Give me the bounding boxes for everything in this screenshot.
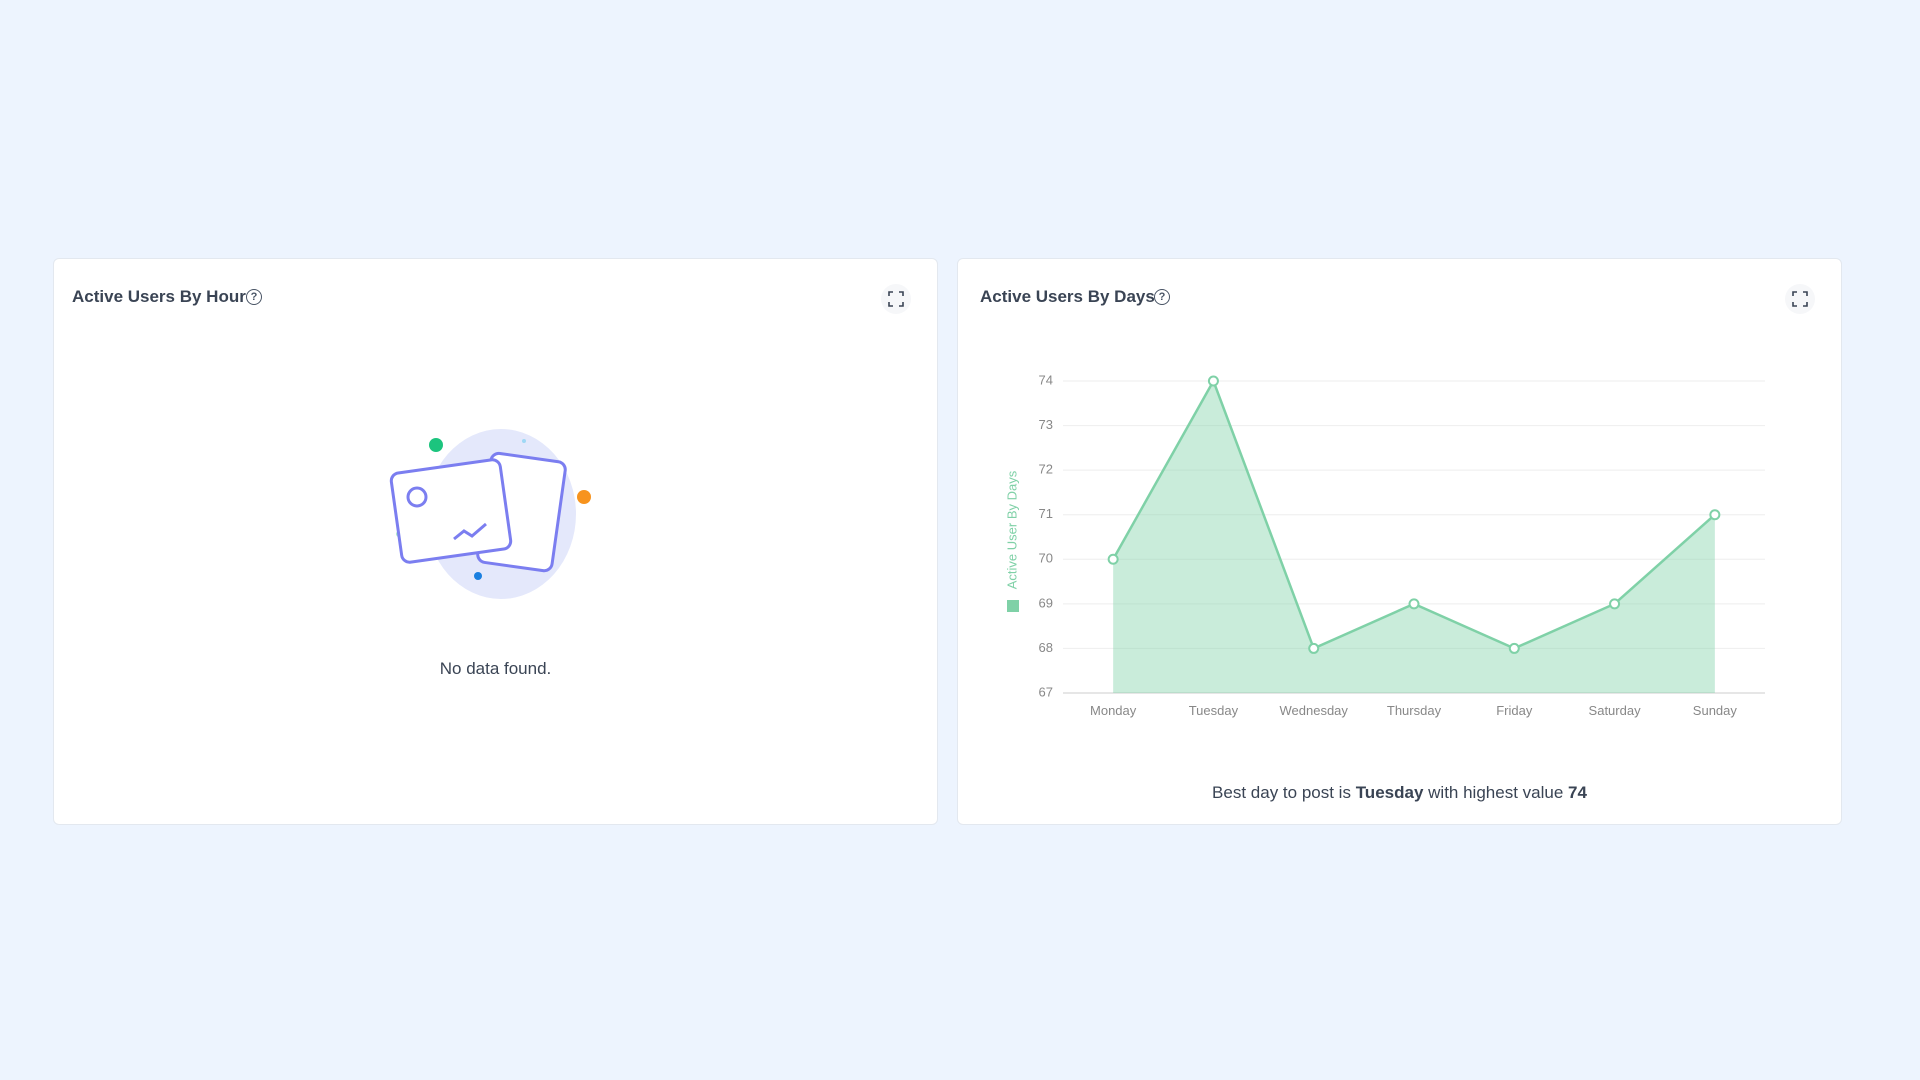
empty-message: No data found.	[439, 659, 552, 678]
help-icon[interactable]: ?	[1154, 289, 1170, 305]
summary-value: 74	[1568, 783, 1587, 802]
point	[1107, 553, 1119, 565]
help-icon[interactable]: ?	[246, 289, 262, 305]
summary-text: Best day to post is	[1212, 783, 1351, 802]
y-tick-label: 71	[1039, 506, 1053, 521]
y-tick-label: 68	[1039, 640, 1053, 655]
card: Active Users By Days ? Best day to post …	[957, 258, 1842, 825]
x-tick-label: Saturday	[1589, 703, 1642, 718]
x-tick-label: Sunday	[1693, 703, 1738, 718]
expand-button[interactable]	[881, 284, 911, 314]
legend-label: Active User By Days	[1004, 470, 1019, 589]
point	[1709, 509, 1721, 521]
point	[1308, 642, 1320, 654]
summary: Best day to post is Tuesday with highest…	[958, 783, 1841, 803]
y-tick-label: 72	[1039, 462, 1053, 477]
point	[1408, 598, 1420, 610]
point	[1508, 642, 1520, 654]
summary-day: Tuesday	[1355, 783, 1424, 802]
x-tick-label: Thursday	[1387, 703, 1442, 718]
empty-illustration	[389, 429, 591, 599]
legend-swatch	[1007, 600, 1019, 612]
y-tick-label: 67	[1039, 684, 1053, 699]
y-tick-label: 73	[1039, 417, 1053, 432]
card: Active Users By Hour ? No data found.	[53, 258, 938, 825]
x-tick-label: Tuesday	[1189, 703, 1239, 718]
point	[1207, 375, 1219, 387]
card-title: Active Users By Days	[980, 287, 1155, 306]
area	[1113, 381, 1715, 693]
card-title: Active Users By Hour	[72, 287, 246, 306]
summary-text: with highest value	[1428, 783, 1564, 802]
x-tick-label: Friday	[1496, 703, 1533, 718]
y-tick-label: 70	[1039, 551, 1053, 566]
point	[1609, 598, 1621, 610]
expand-button[interactable]	[1785, 284, 1815, 314]
x-tick-label: Monday	[1090, 703, 1137, 718]
x-tick-label: Wednesday	[1280, 703, 1349, 718]
y-tick-label: 69	[1039, 595, 1053, 610]
y-tick-label: 74	[1039, 372, 1053, 387]
